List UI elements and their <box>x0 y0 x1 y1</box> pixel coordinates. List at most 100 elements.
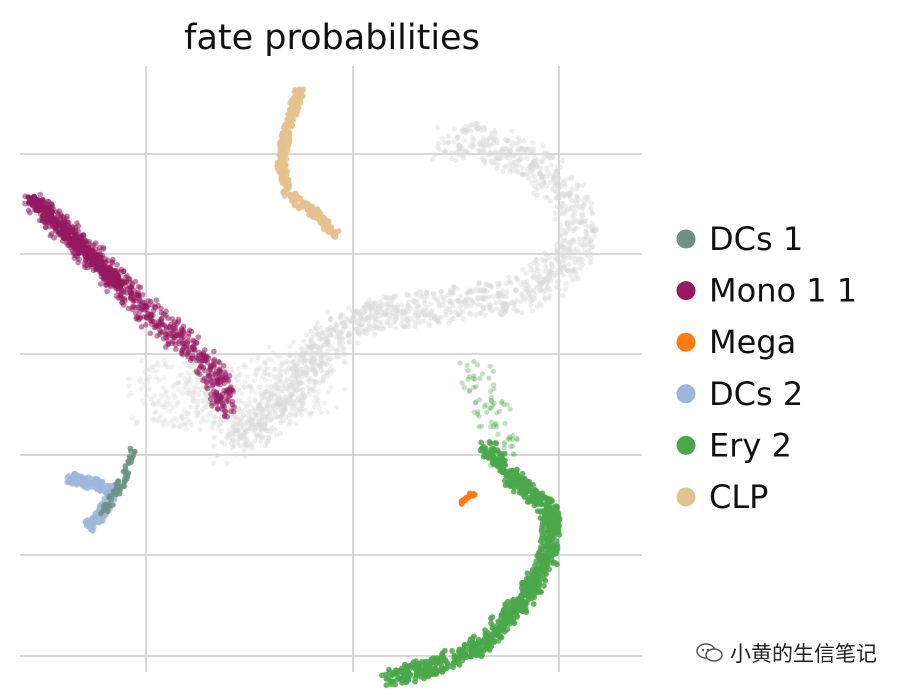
data-point <box>557 268 564 274</box>
data-point <box>268 384 274 390</box>
data-point <box>585 197 591 203</box>
data-point <box>586 223 592 229</box>
data-point <box>162 362 168 368</box>
data-point <box>88 523 95 530</box>
data-point <box>328 384 334 390</box>
data-point <box>242 379 248 385</box>
data-point <box>78 236 84 243</box>
data-point <box>529 307 536 314</box>
data-point <box>480 124 486 130</box>
data-point <box>147 330 154 337</box>
data-point <box>526 175 532 181</box>
data-point <box>289 99 296 105</box>
data-point <box>469 134 476 140</box>
data-point <box>277 379 283 385</box>
data-point <box>559 253 565 259</box>
data-point <box>445 140 451 146</box>
data-point <box>543 252 549 258</box>
data-point <box>177 379 183 385</box>
data-point <box>562 230 569 237</box>
data-point <box>481 647 487 654</box>
data-point <box>328 371 334 377</box>
data-point <box>98 516 105 523</box>
data-point <box>362 303 368 309</box>
data-point <box>489 631 496 638</box>
data-point <box>534 186 540 192</box>
data-point <box>110 272 116 278</box>
data-point <box>538 176 545 182</box>
data-point <box>585 253 591 259</box>
data-point <box>558 248 564 254</box>
data-point <box>569 219 576 225</box>
data-point <box>491 135 497 142</box>
data-point <box>420 318 426 324</box>
data-point <box>209 382 215 389</box>
data-point <box>137 284 144 291</box>
data-point <box>515 157 521 163</box>
data-point <box>413 666 420 673</box>
data-point <box>105 483 112 490</box>
data-point <box>295 393 301 399</box>
data-point <box>297 380 303 386</box>
data-point <box>476 424 482 430</box>
data-point <box>421 294 427 300</box>
data-point <box>125 393 131 399</box>
data-point <box>431 668 437 675</box>
data-point <box>554 250 560 256</box>
data-point <box>387 303 393 309</box>
data-point <box>574 200 580 206</box>
data-point <box>450 299 456 305</box>
data-point <box>466 388 472 394</box>
data-point <box>562 237 568 243</box>
data-point <box>415 315 421 321</box>
data-point <box>406 323 412 330</box>
data-point <box>358 321 365 327</box>
data-point <box>569 267 575 273</box>
data-point <box>257 419 263 425</box>
data-point <box>494 292 500 299</box>
data-point <box>298 366 304 372</box>
data-point <box>232 374 238 380</box>
data-point <box>175 340 182 346</box>
data-point <box>236 409 242 415</box>
data-point <box>186 387 192 393</box>
data-point <box>278 371 284 378</box>
data-point <box>478 439 485 446</box>
data-point <box>566 193 572 199</box>
data-point <box>579 257 585 263</box>
data-point <box>558 270 565 276</box>
data-point <box>566 192 572 198</box>
data-point <box>498 634 504 640</box>
data-point <box>560 237 567 243</box>
data-point <box>313 369 319 375</box>
data-point <box>511 620 518 627</box>
data-point <box>483 142 489 148</box>
data-point <box>528 287 534 293</box>
data-point <box>379 672 385 679</box>
data-point <box>304 342 310 348</box>
data-point <box>505 436 511 442</box>
data-point <box>558 227 565 233</box>
data-point <box>531 184 538 190</box>
data-point <box>506 279 512 285</box>
data-point <box>438 289 444 295</box>
data-point <box>276 401 282 407</box>
data-point <box>47 232 54 239</box>
data-point <box>366 307 372 313</box>
data-point <box>394 307 400 313</box>
data-point <box>461 155 467 161</box>
data-point <box>253 389 259 395</box>
data-point <box>393 316 399 322</box>
data-point <box>284 385 290 391</box>
data-point <box>293 421 299 427</box>
data-point <box>208 363 214 370</box>
data-point <box>420 307 427 313</box>
data-point <box>398 309 404 315</box>
data-point <box>517 138 523 144</box>
data-point <box>235 429 242 435</box>
data-point <box>478 127 484 133</box>
data-point <box>279 407 285 413</box>
data-point <box>377 313 383 319</box>
data-point <box>542 268 548 274</box>
